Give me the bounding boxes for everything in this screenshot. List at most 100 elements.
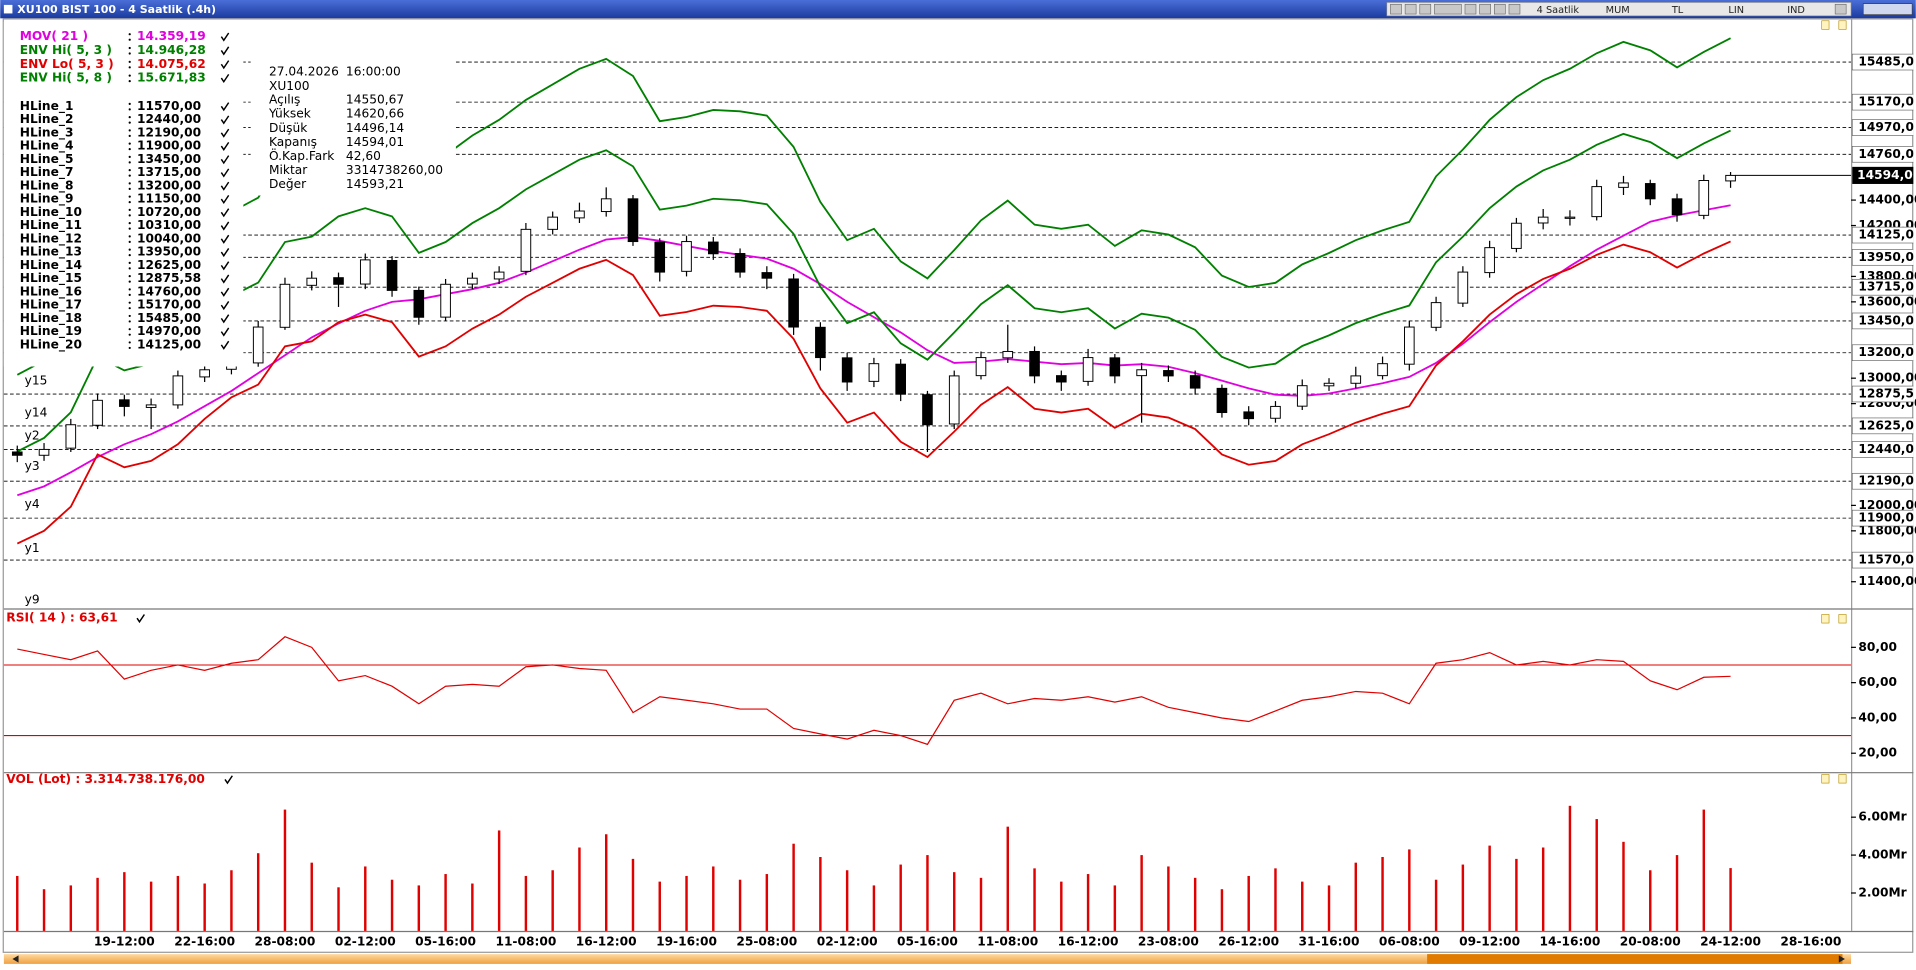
check-icon (220, 340, 230, 350)
volume-bar (872, 885, 876, 931)
volume-bar (604, 834, 608, 931)
volume-bar (1327, 885, 1331, 931)
volume-bar (1113, 885, 1117, 931)
legend-name: ENV Hi( 5, 3 ) (20, 43, 112, 57)
legend-box (3, 21, 244, 367)
hline-legend-name: HLine_12 (20, 231, 82, 246)
candle-body (734, 253, 746, 273)
volume-bar (1354, 862, 1358, 931)
volume-bar (1381, 856, 1384, 931)
separator-dot (128, 346, 131, 350)
scrollbar[interactable] (3, 954, 1852, 964)
volume-bar (337, 887, 340, 931)
separator-dot (128, 80, 131, 83)
candle-body (574, 210, 585, 219)
info-label: Kapanış (269, 135, 317, 149)
tool-button[interactable] (1404, 3, 1417, 15)
volume-bar (256, 853, 260, 931)
panel-button[interactable] (1821, 20, 1830, 30)
y-tick-label: 11400,00 (1858, 574, 1916, 588)
info-value: 14593,21 (346, 177, 404, 191)
hline-legend-name: HLine_5 (20, 152, 74, 167)
tool-button[interactable] (1464, 3, 1477, 15)
hline-legend-name: HLine_20 (20, 337, 82, 352)
hline-legend-value: 12190,00 (137, 125, 201, 139)
hline-legend-value: 13200,00 (137, 178, 201, 192)
info-label: Ö.Kap.Fark (269, 147, 335, 163)
separator-dot (128, 161, 131, 164)
x-tick-label: 06-08:00 (1379, 934, 1440, 948)
level-name: y3 (25, 459, 40, 473)
hline-label: 15485,00 (1858, 55, 1916, 69)
y-tick-label: 80,00 (1858, 640, 1897, 654)
toolbar-item[interactable]: LIN (1728, 5, 1744, 16)
candle-body (1457, 271, 1469, 304)
separator-dot (128, 307, 131, 310)
hline-label: 14760,00 (1858, 147, 1916, 161)
candle-body (1484, 247, 1495, 274)
candle-body (199, 369, 210, 378)
toolbar-item[interactable]: MUM (1606, 5, 1630, 16)
y-tick-label: 13600,00 (1858, 294, 1916, 308)
panel-button[interactable] (1821, 614, 1830, 624)
hline-legend-name: HLine_8 (20, 178, 74, 193)
candle-body (1618, 182, 1629, 188)
hline-legend-value: 12440,00 (137, 112, 201, 126)
info-label: Düşük (269, 121, 308, 135)
toolbar-item[interactable]: TL (1671, 5, 1684, 16)
candle-body (440, 283, 451, 318)
candle-body (761, 272, 773, 279)
candle-body (520, 228, 532, 272)
separator-dot (128, 187, 131, 190)
toolbar-item[interactable]: IND (1787, 5, 1805, 16)
candle-body (493, 271, 505, 280)
hline-legend-name: HLine_14 (20, 258, 82, 273)
hline-label-box (1851, 417, 1914, 435)
window-icon[interactable] (3, 4, 13, 14)
x-tick-label: 24-12:00 (1700, 934, 1761, 948)
hline-legend-value: 12875,58 (137, 271, 201, 285)
toolbar-item[interactable]: 4 Saatlik (1537, 5, 1580, 16)
separator-dot (128, 46, 131, 50)
legend-name: ENV Hi( 5, 8 ) (20, 71, 112, 85)
separator-dot (128, 102, 131, 105)
overlays (3, 21, 456, 367)
hline-label-box (1851, 93, 1914, 111)
info-label: Yüksek (268, 107, 312, 121)
x-tick-label: 11-08:00 (495, 934, 556, 948)
volume-bar (1568, 805, 1572, 931)
legend-value: 14.075,62 (137, 57, 206, 71)
x-tick-label: 19-12:00 (94, 934, 155, 948)
tool-button[interactable] (1508, 3, 1521, 15)
tool-button[interactable] (1479, 3, 1491, 15)
x-tick-label: 09-12:00 (1459, 934, 1520, 948)
tool-button[interactable] (1434, 3, 1462, 15)
indicator-line (16, 129, 1731, 453)
hline-label: 12625,00 (1858, 418, 1916, 432)
scrollbar-thumb[interactable] (1427, 954, 1843, 964)
panel-button[interactable] (1838, 20, 1847, 30)
window-buttons[interactable] (1862, 3, 1913, 15)
panel-button[interactable] (1821, 774, 1830, 784)
panel-button[interactable] (1838, 774, 1847, 784)
check-icon (220, 194, 230, 205)
tool-button[interactable] (1419, 3, 1432, 15)
separator-dot (128, 121, 131, 124)
separator-dot (128, 333, 131, 336)
hline-label-box (1851, 385, 1914, 403)
candle-body (333, 277, 344, 285)
volume-bar (953, 872, 956, 931)
check-icon (224, 775, 233, 785)
tool-button[interactable] (1494, 3, 1506, 15)
volume-bar (1488, 845, 1491, 931)
check-icon (220, 208, 230, 218)
volume-bar (444, 874, 447, 931)
info-value: 14620,66 (346, 107, 404, 121)
hline-legend-name: HLine_13 (20, 245, 82, 260)
tool-button[interactable] (1390, 3, 1402, 15)
panel-button[interactable] (1838, 614, 1847, 624)
hline-legend-value: 14970,00 (137, 324, 201, 338)
separator-dot (128, 134, 131, 137)
tool-button[interactable] (1834, 3, 1847, 15)
candle-body (1564, 216, 1576, 219)
